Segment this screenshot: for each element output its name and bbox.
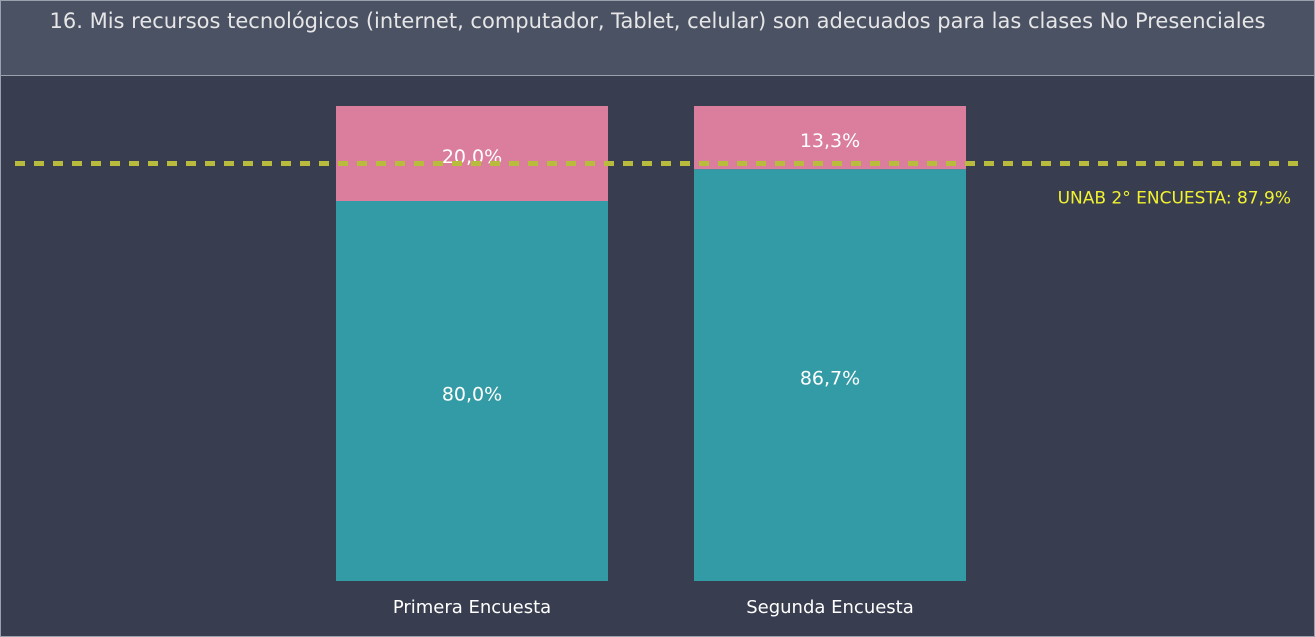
x-tick-label: Primera Encuesta (393, 597, 551, 618)
data-label: 80,0% (442, 384, 502, 406)
chart-title: 16. Mis recursos tecnológicos (internet,… (1, 1, 1314, 76)
bar-segment (694, 106, 966, 170)
data-label: 86,7% (800, 368, 860, 390)
x-tick-label: Segunda Encuesta (746, 597, 914, 618)
bar-segment (336, 201, 608, 581)
bar-segment (694, 169, 966, 582)
reference-label: UNAB 2° ENCUESTA: 87,9% (1058, 188, 1291, 208)
data-label: 13,3% (800, 130, 860, 152)
bar-segment (336, 106, 608, 201)
